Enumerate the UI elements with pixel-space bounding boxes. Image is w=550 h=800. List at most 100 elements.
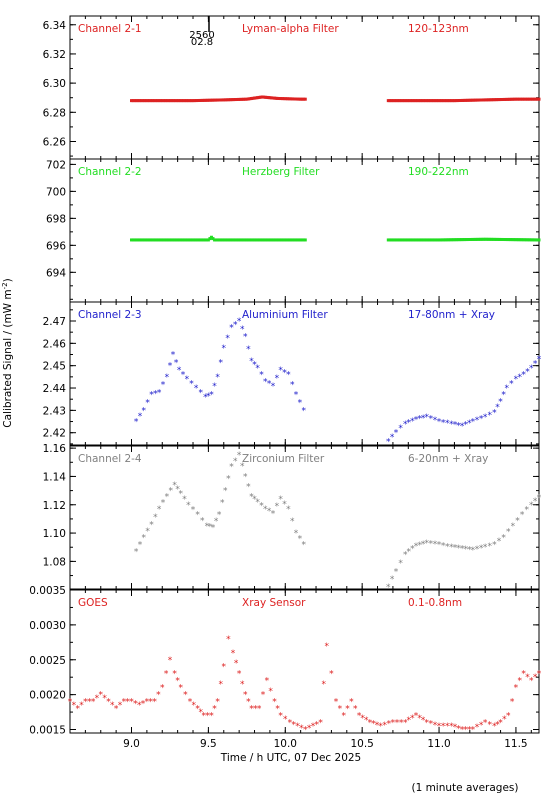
data-point	[248, 238, 252, 242]
data-point	[222, 238, 226, 242]
data-point	[270, 238, 274, 242]
y-tick-label: 0.0015	[29, 725, 66, 737]
x-tick-label: 11.5	[504, 738, 527, 750]
data-point	[225, 98, 229, 102]
data-point	[196, 99, 200, 103]
data-point: *	[275, 374, 280, 384]
data-point	[415, 238, 419, 242]
data-point	[416, 238, 420, 242]
data-point	[512, 238, 516, 242]
data-point: *	[271, 382, 276, 392]
data-point	[197, 98, 201, 102]
data-point	[516, 97, 520, 101]
data-point: *	[299, 724, 304, 734]
series-2: * * * * * * * * * * * * * * * * * * * * * * * * * * * ***** * * * * * * * *	[386, 355, 542, 448]
data-point: *	[463, 421, 468, 431]
data-point	[194, 99, 198, 103]
data-point	[404, 238, 408, 242]
data-point	[510, 238, 514, 242]
data-point: *	[533, 359, 538, 369]
panel-label: 120-123nm	[408, 23, 469, 35]
data-point	[277, 96, 281, 100]
data-point	[459, 98, 463, 102]
data-point	[208, 237, 212, 241]
data-point	[435, 238, 439, 242]
data-point	[501, 237, 505, 241]
panel-label: 6-20nm + Xray	[408, 453, 488, 465]
data-point: *	[205, 522, 210, 532]
data-point	[152, 99, 156, 103]
data-point	[177, 238, 181, 242]
x-tick-label: 11.0	[427, 738, 450, 750]
data-point	[238, 238, 242, 242]
data-point	[165, 99, 169, 103]
data-point	[262, 238, 266, 242]
data-point	[233, 238, 237, 242]
data-point: *	[349, 698, 354, 708]
data-point: *	[433, 540, 438, 550]
data-point	[499, 237, 503, 241]
data-point: *	[195, 511, 200, 521]
data-point	[299, 97, 303, 101]
panel-label: Xray Sensor	[242, 597, 306, 609]
data-point: *	[403, 719, 408, 729]
data-point: *	[421, 414, 426, 424]
data-point	[185, 99, 189, 103]
data-point: *	[168, 362, 173, 372]
data-point	[483, 237, 487, 241]
data-point	[174, 238, 178, 242]
data-point	[230, 98, 234, 102]
data-point: *	[255, 364, 260, 374]
data-point	[180, 238, 184, 242]
data-point: *	[394, 429, 399, 439]
data-point: *	[529, 677, 534, 687]
data-point: *	[417, 714, 422, 724]
data-point	[456, 238, 460, 242]
data-point	[498, 98, 502, 102]
data-point	[449, 99, 453, 103]
data-point: *	[175, 677, 180, 687]
data-point	[145, 238, 149, 242]
data-point: *	[471, 546, 476, 556]
data-point	[469, 237, 473, 241]
data-point	[399, 238, 403, 242]
panel-label: 190-222nm	[408, 166, 469, 178]
data-point	[464, 238, 468, 242]
time-marker-label-top: 2560	[189, 30, 214, 41]
data-point	[213, 238, 217, 242]
data-point	[534, 97, 538, 101]
data-point: *	[160, 684, 165, 694]
data-point: *	[178, 684, 183, 694]
data-point	[519, 97, 523, 101]
data-point	[537, 97, 541, 101]
data-point	[531, 238, 535, 242]
data-point: *	[441, 722, 446, 732]
data-point	[495, 98, 499, 102]
data-point: *	[229, 324, 234, 334]
data-point	[410, 238, 414, 242]
panel-frame	[69, 301, 540, 446]
data-point	[391, 238, 395, 242]
data-point: *	[172, 670, 177, 680]
data-point	[418, 99, 422, 103]
data-point	[155, 238, 159, 242]
data-point	[209, 98, 213, 102]
data-point	[190, 238, 194, 242]
panel-label: Lyman-alpha Filter	[242, 23, 339, 35]
data-point: *	[421, 716, 426, 726]
data-point: *	[137, 701, 142, 711]
data-point	[485, 237, 489, 241]
data-point	[461, 98, 465, 102]
data-point	[505, 238, 509, 242]
data-point	[496, 237, 500, 241]
data-point	[267, 238, 271, 242]
data-point	[394, 99, 398, 103]
data-point	[522, 97, 526, 101]
data-point	[467, 98, 471, 102]
data-point	[159, 99, 163, 103]
data-point	[141, 238, 145, 242]
data-point: *	[122, 698, 127, 708]
data-point	[521, 238, 525, 242]
data-point	[269, 96, 273, 100]
data-point	[394, 238, 398, 242]
